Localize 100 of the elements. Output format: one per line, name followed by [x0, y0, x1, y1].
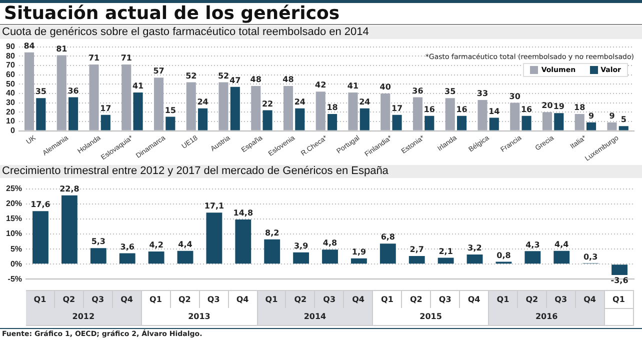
bar	[392, 114, 402, 130]
x-tick-label: Q1	[26, 291, 55, 308]
bar	[262, 110, 272, 130]
bar	[206, 212, 222, 264]
data-label: 22,8	[60, 184, 80, 194]
x-tick-label: Q2	[170, 291, 200, 308]
bar	[133, 92, 143, 130]
data-label: 81	[56, 44, 68, 54]
data-label: 30	[509, 92, 521, 101]
bar	[489, 118, 499, 130]
data-label: 18	[574, 103, 586, 112]
data-label: 16	[456, 104, 468, 114]
bar	[574, 114, 584, 130]
data-label: 5,3	[91, 237, 106, 246]
x-tick-label: Q4	[460, 291, 489, 308]
bar	[235, 220, 252, 264]
x-tick-label: Q2	[402, 291, 432, 308]
data-label: 42	[315, 80, 326, 90]
bar	[119, 253, 136, 264]
x-tick-label: Q1	[489, 291, 518, 308]
bar	[438, 258, 454, 264]
x-tick-label: Q2	[54, 291, 84, 308]
bar	[100, 114, 110, 130]
text: 2013	[142, 308, 258, 325]
data-label: 36	[68, 86, 80, 96]
data-label: 8,2	[265, 228, 280, 238]
x-tick-label: Q1	[142, 291, 171, 308]
data-label: 22	[262, 99, 274, 108]
data-label: 71	[88, 54, 100, 63]
bar	[264, 239, 280, 264]
data-label: 5	[620, 115, 627, 124]
y-tick-label: 20	[6, 107, 16, 116]
bar	[295, 108, 305, 130]
bar	[612, 264, 628, 275]
bar	[89, 64, 99, 130]
y-tick-label: 50	[6, 79, 16, 88]
y-tick-label: 15%	[6, 214, 22, 224]
bar	[522, 116, 532, 130]
bar	[322, 250, 338, 264]
data-label: 2,1	[438, 246, 454, 256]
x-tick-label: Q3	[315, 291, 344, 308]
y-tick-label: 80	[6, 51, 16, 60]
data-label: 6,8	[380, 232, 396, 242]
bar	[478, 100, 488, 130]
bar	[607, 122, 617, 130]
data-label: 33	[476, 89, 488, 98]
data-label: 4,4	[554, 240, 570, 249]
bar	[166, 116, 176, 130]
chart-title: Situación actual de los genéricos	[4, 3, 340, 24]
text: 2016	[489, 308, 605, 325]
x-tick-label: Q3	[431, 291, 460, 308]
bar	[456, 116, 467, 130]
data-label: 48	[282, 75, 294, 84]
data-label: 48	[250, 75, 262, 84]
data-label: -3,6	[610, 276, 629, 286]
y-tick-label: -5%	[8, 274, 22, 284]
data-label: 0,3	[583, 252, 598, 262]
bar	[36, 98, 46, 130]
text: 2014	[258, 308, 374, 325]
bar	[316, 92, 326, 130]
x-tick-label: Q1	[373, 291, 402, 308]
x-tick-label: Q4	[228, 291, 258, 308]
x-tick-label: Q4	[576, 291, 605, 308]
x-tick-label: Q2	[286, 291, 316, 308]
bar	[198, 108, 208, 130]
bar	[348, 92, 358, 130]
bar	[177, 250, 194, 264]
bar	[293, 252, 310, 264]
chart-subtitle: Cuota de genéricos sobre el gasto farmacéutico total reembolsado en 2014	[0, 26, 642, 39]
bar	[154, 78, 164, 130]
y-tick-label: 0	[10, 126, 16, 135]
data-label: 14	[488, 106, 500, 116]
data-label: 16	[520, 104, 533, 114]
x-tick-label: Q3	[84, 291, 113, 308]
bar	[586, 122, 596, 130]
x-tick-label: Q1	[258, 291, 286, 308]
data-label: 9	[609, 111, 616, 120]
data-label: 52	[186, 71, 197, 80]
bar	[186, 82, 196, 130]
y-tick-label: 70	[6, 60, 16, 70]
data-label: 84	[24, 41, 36, 50]
y-tick-label: 5%	[10, 244, 22, 254]
data-label: 20	[542, 101, 554, 110]
y-tick-label: 10	[6, 116, 16, 126]
y-tick-label: 10%	[6, 229, 22, 238]
data-label: 35	[444, 87, 456, 96]
bar	[510, 102, 520, 130]
bar	[122, 64, 132, 130]
bar	[68, 97, 78, 130]
data-label: 14,8	[233, 208, 254, 218]
bar	[251, 86, 261, 130]
bar	[412, 97, 423, 130]
bar	[61, 195, 78, 264]
bar	[466, 254, 483, 264]
data-label: 1,9	[352, 247, 366, 256]
data-label: 17,1	[204, 202, 224, 211]
data-label: 4,3	[526, 240, 540, 250]
data-label: 52	[218, 71, 230, 80]
bar	[524, 251, 541, 264]
x-tick-label: Q2	[518, 291, 547, 308]
